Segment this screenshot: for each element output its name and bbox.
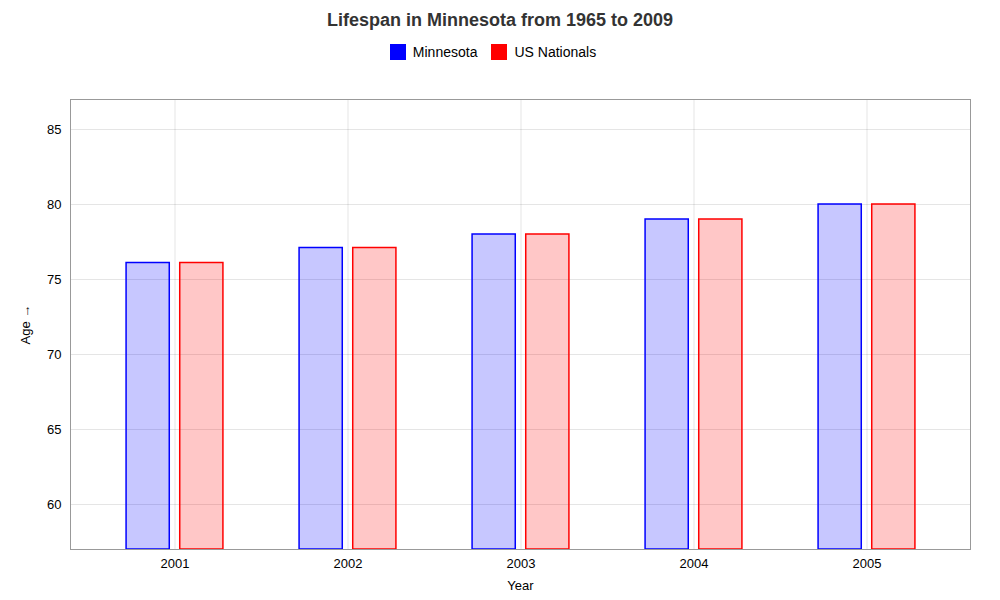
svg-text:80: 80: [47, 197, 61, 212]
svg-text:Year: Year: [507, 578, 534, 593]
svg-text:2003: 2003: [507, 556, 536, 571]
svg-text:65: 65: [47, 422, 61, 437]
html-text:Lifespan in Minnesota from 196: Lifespan in Minnesota from 1965 to 2009: [326, 10, 673, 30]
svg-text:85: 85: [47, 122, 61, 137]
svg-text:2001: 2001: [161, 556, 190, 571]
svg-text:70: 70: [47, 347, 61, 362]
svg-text:2004: 2004: [680, 556, 709, 571]
html-text:Minnesota: Minnesota: [412, 43, 478, 60]
svg-text:Age →: Age →: [18, 305, 33, 345]
svg-text:2002: 2002: [334, 556, 363, 571]
html-text:US Nationals: US Nationals: [514, 43, 597, 60]
svg-text:75: 75: [47, 272, 61, 287]
svg-text:2005: 2005: [853, 556, 882, 571]
svg-text:60: 60: [47, 497, 61, 512]
